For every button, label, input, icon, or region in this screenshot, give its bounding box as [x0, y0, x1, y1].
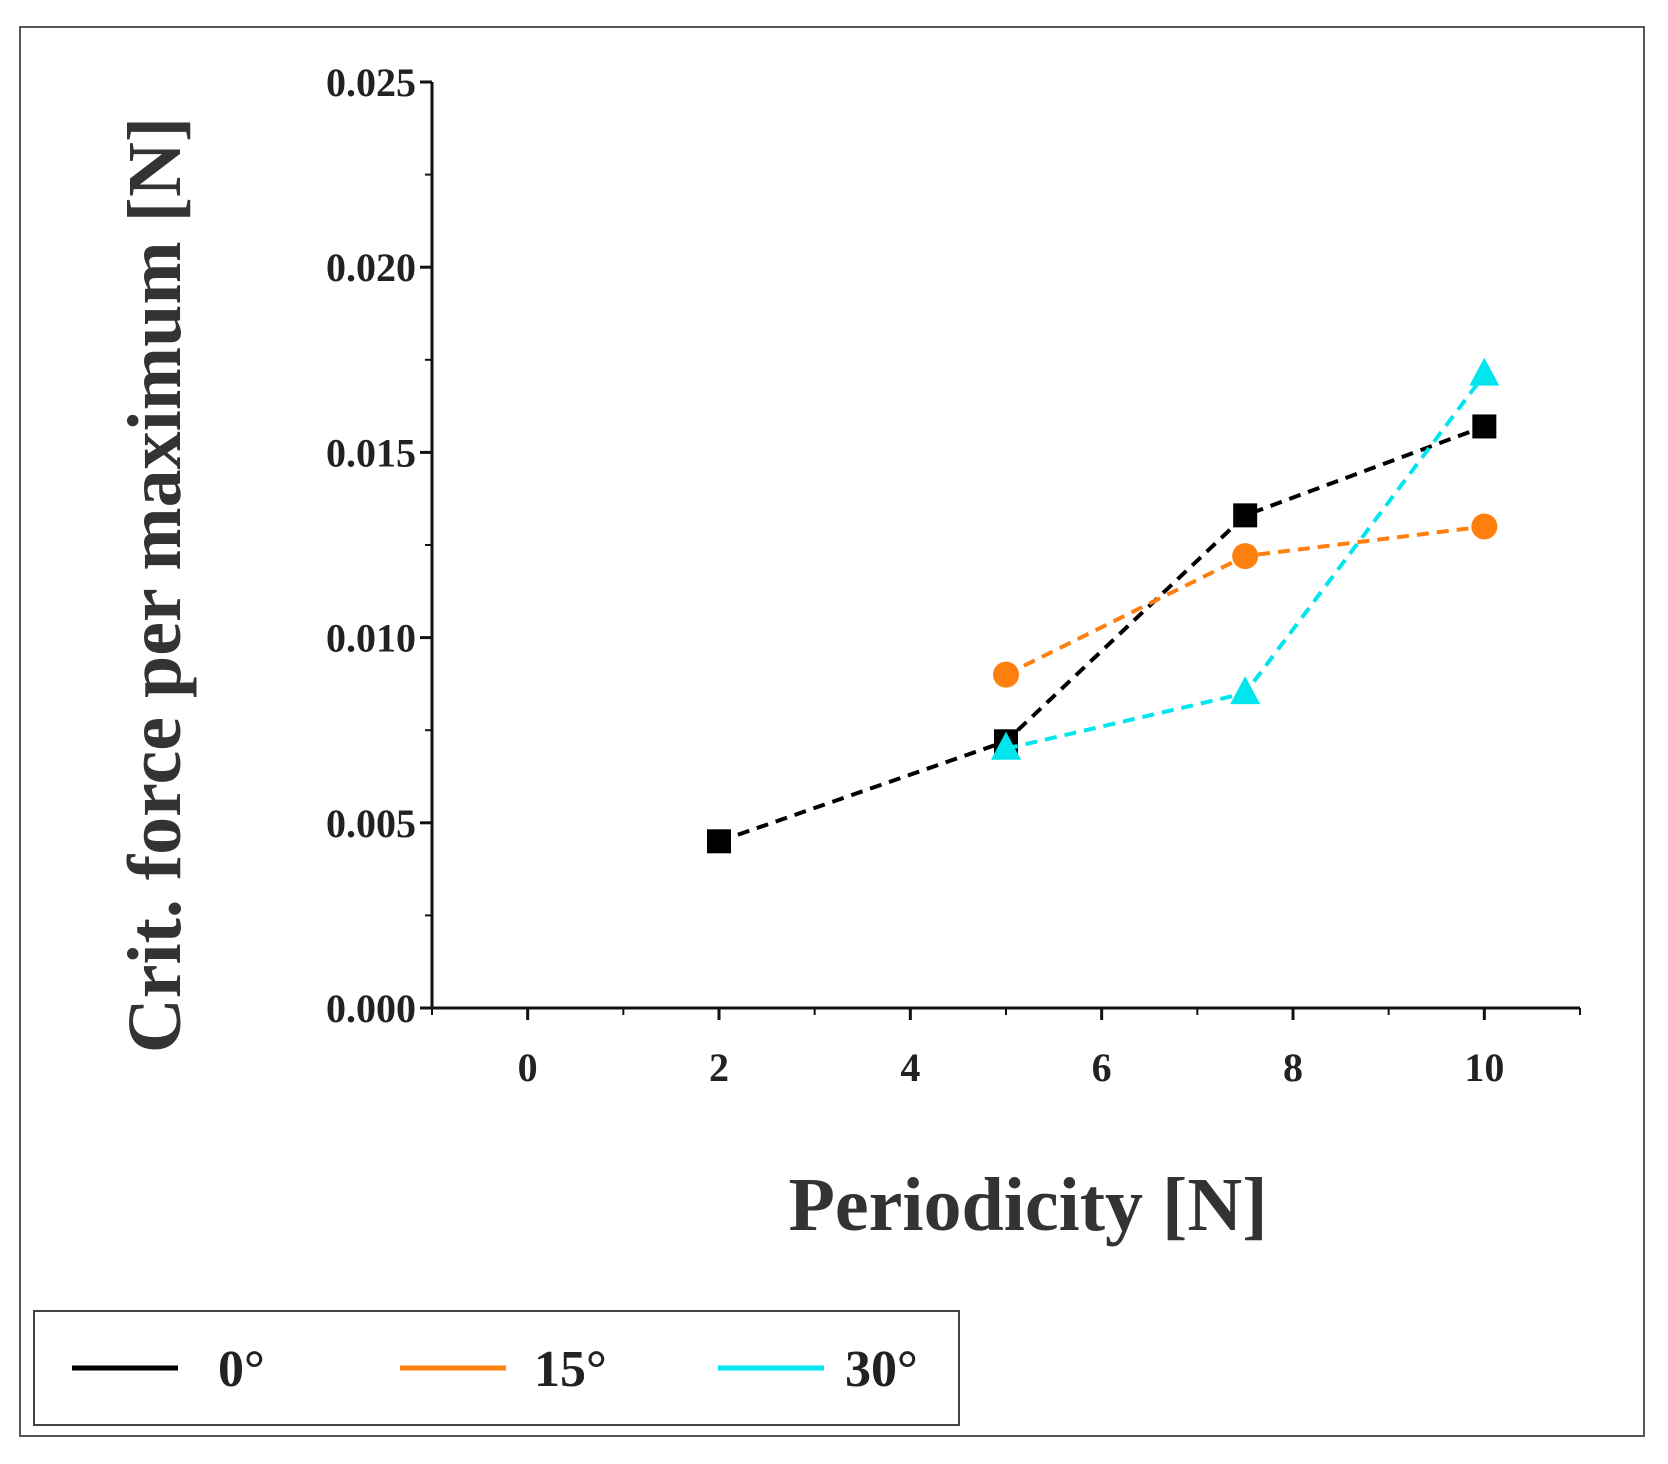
y-axis-ticks: [420, 80, 432, 1010]
y-tick-label: 0.020: [326, 245, 416, 290]
x-axis-title: Periodicity [N]: [788, 1163, 1267, 1247]
y-tick-label: 0.025: [326, 60, 416, 105]
legend-label-30deg: 30°: [845, 1341, 918, 1398]
legend-label-15deg: 15°: [534, 1341, 607, 1398]
x-axis-ticks: [431, 1008, 1581, 1020]
x-tick-label: 8: [1283, 1045, 1303, 1090]
data-point: [993, 661, 1019, 688]
y-tick-label: 0.015: [326, 430, 416, 475]
y-tick-label: 0.010: [326, 616, 416, 661]
legend: 0° 15° 30°: [33, 1310, 960, 1426]
data-point: [1469, 357, 1500, 386]
y-axis-tick-labels: 0.000 0.005 0.010 0.015 0.020 0.025: [326, 60, 416, 1031]
data-point: [1471, 513, 1498, 540]
y-tick-label: 0.005: [326, 801, 416, 846]
x-tick-label: 0: [518, 1045, 538, 1090]
y-axis-title: Crit. force per maximum [N]: [113, 117, 197, 1053]
x-tick-label: 6: [1092, 1045, 1112, 1090]
data-point: [1230, 676, 1261, 705]
series-line: [718, 424, 1486, 844]
data-point: [707, 829, 731, 854]
data-point: [991, 731, 1021, 760]
series-1: [993, 513, 1498, 688]
series-0: [707, 414, 1497, 854]
legend-label-0deg: 0°: [218, 1341, 265, 1398]
x-tick-label: 4: [900, 1045, 920, 1090]
data-point: [1232, 543, 1259, 570]
x-tick-label: 2: [709, 1045, 729, 1090]
series-group: [707, 357, 1500, 854]
figure-frame: [19, 26, 1645, 1437]
y-tick-label: 0.000: [326, 986, 416, 1031]
x-axis-tick-labels: 0 2 4 6 8 10: [518, 1045, 1505, 1090]
series-2: [991, 357, 1500, 760]
data-point: [1472, 414, 1497, 439]
x-tick-label: 10: [1464, 1045, 1504, 1090]
data-point: [1233, 503, 1258, 528]
